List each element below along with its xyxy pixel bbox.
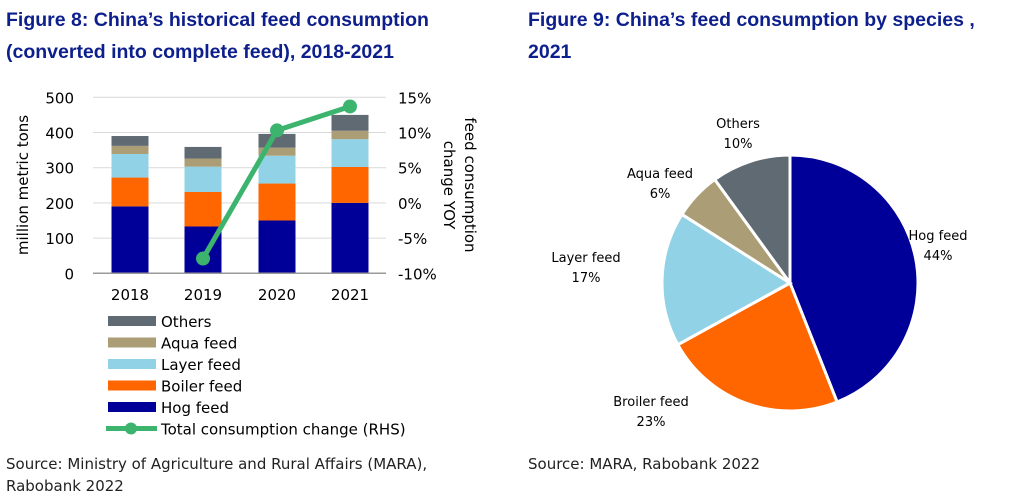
figure8-source: Source: Ministry of Agriculture and Rura… <box>6 455 428 495</box>
line-point <box>343 99 357 114</box>
legend-label: Boiler feed <box>161 378 242 396</box>
y-tick-label: 0 <box>64 265 74 283</box>
bar-others-2018 <box>111 136 149 146</box>
figure8-title: Figure 8: China’s historical feed consum… <box>6 9 429 63</box>
legend-swatch <box>108 337 156 348</box>
legend-label: Others <box>161 313 212 331</box>
legend-label: Aqua feed <box>161 335 237 353</box>
bar-layer-feed-2021 <box>331 139 369 167</box>
y2-tick-label: 5% <box>398 160 422 178</box>
y-tick-label: 500 <box>45 89 74 107</box>
x-tick-label: 2019 <box>184 286 222 304</box>
bar-boiler-feed-2018 <box>111 177 149 207</box>
y2-tick-label: 0% <box>398 195 422 213</box>
y-axis-label: million metric tons <box>14 115 32 255</box>
bar-boiler-feed-2020 <box>258 183 296 221</box>
line-point <box>270 123 284 138</box>
bar-aqua-feed-2021 <box>331 130 369 140</box>
y2-tick-label: 10% <box>398 125 431 143</box>
y2-tick-label: 15% <box>398 89 431 107</box>
bar-aqua-feed-2019 <box>184 158 222 167</box>
pie-pct: 17% <box>572 271 601 286</box>
legend-label: Hog feed <box>161 399 229 417</box>
y2-tick-label: -10% <box>398 265 437 283</box>
bar-layer-feed-2020 <box>258 155 296 184</box>
figure9-title: Figure 9: China’s feed consumption by sp… <box>528 9 975 63</box>
figure9-source: Source: MARA, Rabobank 2022 <box>528 455 760 473</box>
legend-line-marker <box>125 422 137 435</box>
y2-tick-label: -5% <box>398 230 427 248</box>
pie-slice-hog-feed <box>788 153 920 404</box>
pie-slice-others <box>712 153 792 288</box>
pie-label: Layer feed <box>551 251 620 266</box>
x-tick-label: 2021 <box>331 286 369 304</box>
figure9-pie: Hog feed 44% Broiler feed 23% Layer feed 17% A… <box>551 117 968 430</box>
pie-label: Aqua feed <box>627 167 693 182</box>
bar-layer-feed-2019 <box>184 166 222 192</box>
legend-label: Layer feed <box>161 356 241 374</box>
x-tick-label: 2018 <box>111 286 149 304</box>
y-tick-label: 200 <box>45 195 74 213</box>
bar-boiler-feed-2019 <box>184 191 222 227</box>
pie-label: Others <box>716 117 760 132</box>
pie-pct: 6% <box>650 187 671 202</box>
x-tick-label: 2020 <box>258 286 296 304</box>
pie-label: Broiler feed <box>613 395 688 410</box>
y2-axis-label: feed consumptionchange YOY <box>440 117 479 252</box>
pie-pct: 44% <box>924 249 953 264</box>
legend-swatch <box>108 402 156 412</box>
legend-swatch <box>108 359 156 369</box>
bar-boiler-feed-2021 <box>331 166 369 203</box>
y-tick-label: 300 <box>45 160 74 178</box>
legend-label: Total consumption change (RHS) <box>160 421 406 439</box>
y-tick-label: 100 <box>45 230 74 248</box>
figure8-chart: 0 100 200 300 400 500 -10% -5% 0% 5% 10% 15% million… <box>14 89 479 439</box>
bar-hog-feed-2020 <box>258 220 296 274</box>
bar-hog-feed-2018 <box>111 206 149 274</box>
pie-pct: 10% <box>724 137 753 152</box>
bar-aqua-feed-2018 <box>111 145 149 154</box>
pie-slice-layer-feed <box>660 212 793 347</box>
y-tick-label: 400 <box>45 125 74 143</box>
pie-label: Hog feed <box>909 229 968 244</box>
legend-swatch <box>108 380 156 391</box>
bar-aqua-feed-2020 <box>258 147 296 156</box>
pie-slice-broiler-feed <box>675 280 840 413</box>
bar-others-2019 <box>184 146 222 159</box>
bar-others-2021 <box>331 114 369 131</box>
bar-layer-feed-2018 <box>111 153 149 178</box>
bar-hog-feed-2021 <box>331 202 369 274</box>
line-point <box>196 251 210 266</box>
pie-pct: 23% <box>637 415 666 430</box>
legend-swatch <box>108 316 156 326</box>
